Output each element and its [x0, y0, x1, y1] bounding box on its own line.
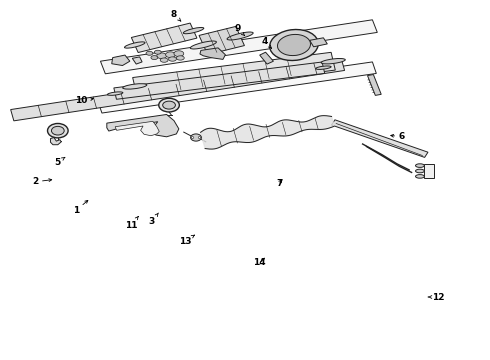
- Ellipse shape: [51, 126, 64, 135]
- Polygon shape: [100, 20, 377, 74]
- Ellipse shape: [183, 27, 204, 34]
- Polygon shape: [199, 26, 245, 55]
- Ellipse shape: [154, 50, 161, 54]
- Ellipse shape: [416, 175, 424, 178]
- Text: 10: 10: [74, 96, 94, 105]
- Text: 14: 14: [253, 258, 266, 267]
- Ellipse shape: [191, 137, 194, 139]
- Ellipse shape: [174, 51, 184, 57]
- Polygon shape: [132, 57, 142, 64]
- Text: 5: 5: [55, 157, 65, 166]
- Ellipse shape: [416, 169, 424, 173]
- Polygon shape: [332, 120, 428, 157]
- Polygon shape: [98, 62, 376, 113]
- Ellipse shape: [277, 35, 311, 55]
- Ellipse shape: [169, 57, 176, 61]
- Polygon shape: [200, 48, 225, 59]
- Ellipse shape: [122, 84, 147, 89]
- Ellipse shape: [416, 164, 424, 167]
- Ellipse shape: [107, 92, 123, 95]
- Polygon shape: [115, 121, 159, 136]
- Bar: [424, 164, 434, 178]
- Text: 11: 11: [125, 216, 138, 230]
- Polygon shape: [114, 62, 325, 99]
- Ellipse shape: [157, 53, 167, 59]
- Ellipse shape: [160, 58, 168, 62]
- Polygon shape: [112, 55, 130, 66]
- Text: 7: 7: [276, 179, 283, 188]
- Polygon shape: [368, 75, 381, 95]
- Text: 9: 9: [234, 24, 245, 36]
- Text: 3: 3: [149, 213, 158, 226]
- Ellipse shape: [227, 32, 253, 40]
- Ellipse shape: [176, 56, 184, 60]
- Ellipse shape: [270, 30, 318, 60]
- Polygon shape: [11, 59, 344, 121]
- Polygon shape: [133, 52, 335, 95]
- Ellipse shape: [151, 56, 158, 60]
- Polygon shape: [107, 114, 179, 137]
- Ellipse shape: [163, 101, 175, 109]
- Ellipse shape: [321, 59, 345, 64]
- Ellipse shape: [146, 51, 153, 55]
- Text: 8: 8: [171, 10, 181, 21]
- Text: 2: 2: [32, 177, 51, 186]
- Polygon shape: [200, 116, 334, 149]
- Ellipse shape: [191, 134, 201, 141]
- Text: 13: 13: [179, 235, 195, 246]
- Text: 6: 6: [391, 132, 405, 141]
- Text: 12: 12: [428, 292, 445, 302]
- Ellipse shape: [48, 123, 68, 138]
- Polygon shape: [310, 38, 327, 47]
- Ellipse shape: [159, 98, 179, 112]
- Ellipse shape: [198, 137, 201, 139]
- Text: 4: 4: [261, 37, 271, 48]
- Polygon shape: [131, 23, 197, 53]
- Polygon shape: [260, 52, 273, 64]
- Ellipse shape: [190, 41, 217, 49]
- Ellipse shape: [316, 66, 331, 69]
- Polygon shape: [50, 138, 61, 145]
- Text: 1: 1: [73, 201, 88, 215]
- Ellipse shape: [166, 52, 175, 58]
- Ellipse shape: [124, 42, 145, 48]
